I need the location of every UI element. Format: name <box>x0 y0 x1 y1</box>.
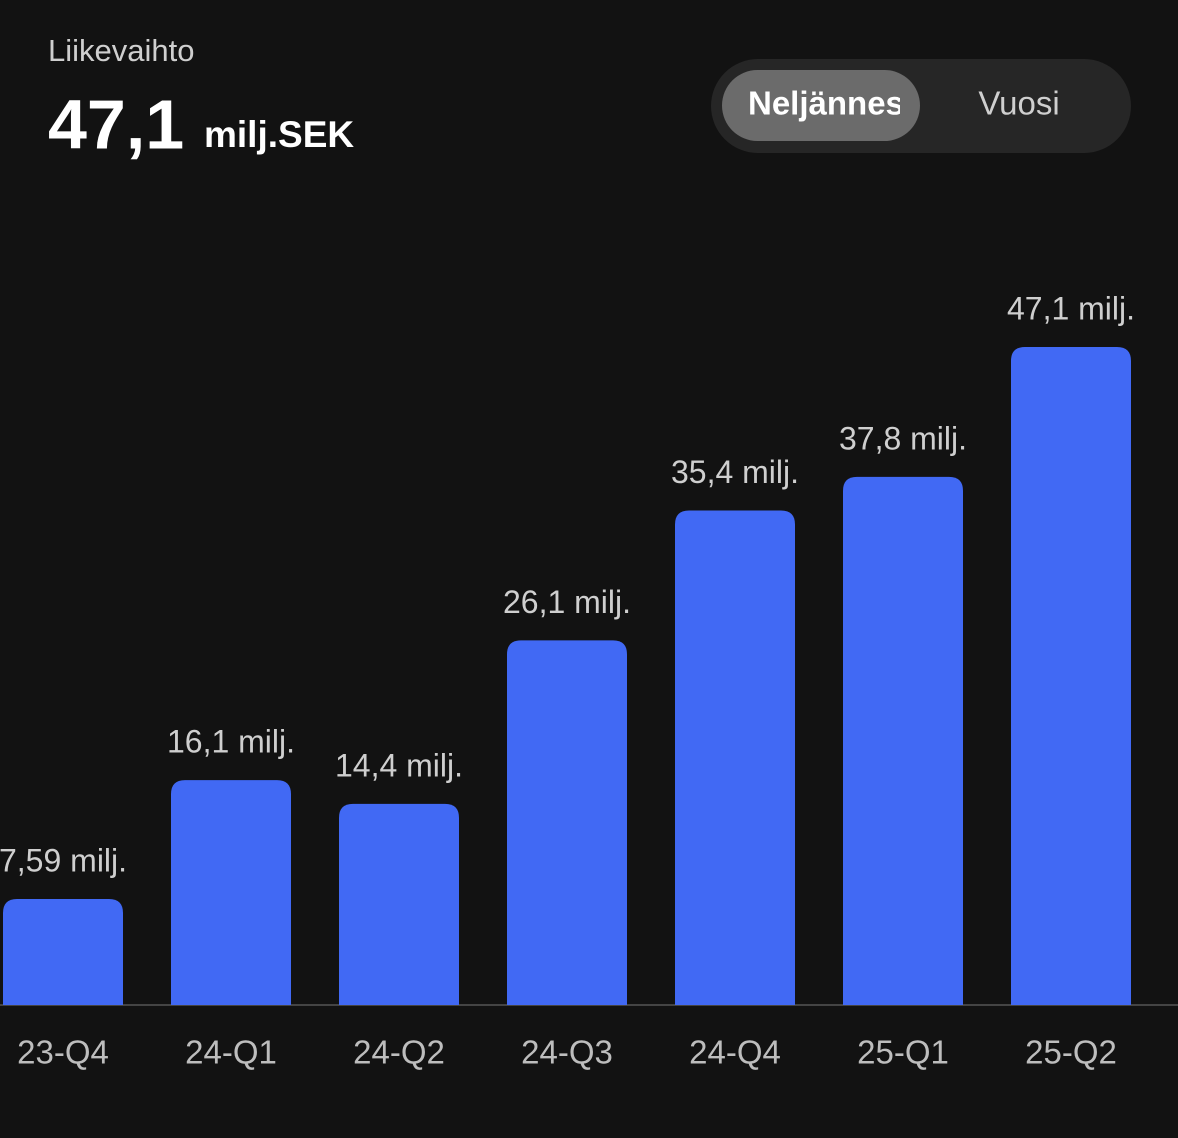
toggle-option[interactable]: Vuosi <box>978 85 1059 122</box>
value-label: 26,1 milj. <box>503 584 631 620</box>
headline-unit: milj.SEK <box>204 114 354 155</box>
x-tick-label: 24-Q4 <box>689 1034 781 1071</box>
value-label: 7,59 milj. <box>0 842 127 878</box>
bar <box>171 780 291 1005</box>
x-tick-label: 24-Q2 <box>353 1034 445 1071</box>
x-tick-label: 24-Q1 <box>185 1034 277 1071</box>
x-tick-label: 25-Q1 <box>857 1034 949 1071</box>
x-tick-label: 25-Q2 <box>1025 1034 1117 1071</box>
value-label: 16,1 milj. <box>167 724 295 760</box>
x-tick-label: 24-Q3 <box>521 1034 613 1071</box>
bar <box>843 476 963 1005</box>
value-label: 35,4 milj. <box>671 454 799 490</box>
toggle-option[interactable]: Neljännes <box>748 85 904 122</box>
bar <box>675 510 795 1005</box>
chart-title: Liikevaihto <box>48 33 194 68</box>
bar <box>507 640 627 1005</box>
bar <box>339 803 459 1005</box>
value-label: 14,4 milj. <box>335 747 463 783</box>
value-label: 37,8 milj. <box>839 420 967 456</box>
period-toggle: Neljännes Vuosi <box>711 59 1131 153</box>
x-tick-label: 23-Q4 <box>17 1034 109 1071</box>
toggle-selected[interactable] <box>722 70 920 141</box>
headline-value: 47,1 <box>48 85 184 163</box>
bar <box>3 898 123 1005</box>
bar <box>1011 347 1131 1005</box>
value-label: 47,1 milj. <box>1007 290 1135 326</box>
